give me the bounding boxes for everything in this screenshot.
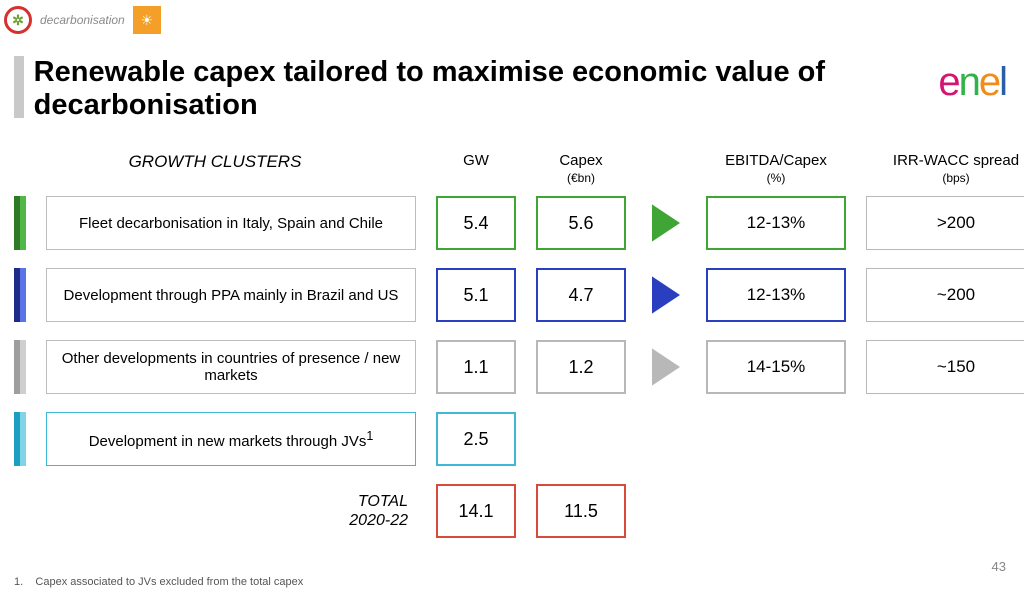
row-label: Development through PPA mainly in Brazil… bbox=[46, 268, 416, 322]
row-stripe bbox=[14, 268, 26, 322]
title-accent-bar bbox=[14, 56, 24, 118]
logo-letter: n bbox=[959, 60, 979, 105]
header-capex-sub: (€bn) bbox=[567, 171, 595, 185]
row-label: Development in new markets through JVs1 bbox=[46, 412, 416, 466]
footnote-num: 1. bbox=[14, 576, 23, 588]
table-row: Other developments in countries of prese… bbox=[14, 340, 1010, 394]
ebitda-value: 12-13% bbox=[706, 268, 846, 322]
total-gw-value: 14.1 bbox=[436, 484, 516, 538]
enel-logo: e n e l bbox=[938, 60, 1006, 105]
header-ebitda-sub: (%) bbox=[767, 171, 786, 185]
arrow-icon bbox=[646, 196, 686, 250]
logo-letter: l bbox=[999, 60, 1006, 105]
header-irr: IRR-WACC spread (bps) bbox=[866, 152, 1024, 186]
table-row-jv: Development in new markets through JVs1 … bbox=[14, 412, 1010, 466]
gw-value: 5.4 bbox=[436, 196, 516, 250]
ebitda-value: 14-15% bbox=[706, 340, 846, 394]
logo-letter: e bbox=[979, 60, 999, 105]
header-irr-label: IRR-WACC spread bbox=[893, 152, 1019, 169]
page-title: Renewable capex tailored to maximise eco… bbox=[34, 56, 1024, 123]
footnote: 1. Capex associated to JVs excluded from… bbox=[14, 576, 303, 588]
decarb-label: decarbonisation bbox=[40, 13, 125, 27]
data-table: GROWTH CLUSTERS GW Capex (€bn) EBITDA/Ca… bbox=[14, 152, 1010, 538]
gw-value: 5.1 bbox=[436, 268, 516, 322]
title-block: Renewable capex tailored to maximise eco… bbox=[14, 56, 1024, 123]
capex-value: 5.6 bbox=[536, 196, 626, 250]
row-label: Other developments in countries of prese… bbox=[46, 340, 416, 394]
gw-value: 2.5 bbox=[436, 412, 516, 466]
header-ebitda-label: EBITDA/Capex bbox=[725, 152, 827, 169]
header-ebitda: EBITDA/Capex (%) bbox=[706, 152, 846, 186]
gw-value: 1.1 bbox=[436, 340, 516, 394]
ebitda-value: 12-13% bbox=[706, 196, 846, 250]
irr-value: ~150 bbox=[866, 340, 1024, 394]
row-stripe bbox=[14, 340, 26, 394]
header-capex-label: Capex bbox=[559, 152, 602, 169]
header-gw: GW bbox=[436, 152, 516, 186]
row-label-text: Development in new markets through JVs bbox=[89, 433, 367, 450]
row-label-sup: 1 bbox=[366, 429, 373, 443]
irr-value: >200 bbox=[866, 196, 1024, 250]
table-row: Development through PPA mainly in Brazil… bbox=[14, 268, 1010, 322]
row-stripe bbox=[14, 196, 26, 250]
irr-value: ~200 bbox=[866, 268, 1024, 322]
arrow-icon bbox=[646, 268, 686, 322]
decarb-icon: ✲ bbox=[4, 6, 32, 34]
header-capex: Capex (€bn) bbox=[536, 152, 626, 186]
footnote-text: Capex associated to JVs excluded from th… bbox=[35, 576, 303, 588]
table-row-total: TOTAL2020-22 14.1 11.5 bbox=[14, 484, 1010, 538]
column-headers: GROWTH CLUSTERS GW Capex (€bn) EBITDA/Ca… bbox=[14, 152, 1010, 186]
logo-letter: e bbox=[938, 60, 958, 105]
row-label: Fleet decarbonisation in Italy, Spain an… bbox=[46, 196, 416, 250]
capex-value: 4.7 bbox=[536, 268, 626, 322]
header-growth: GROWTH CLUSTERS bbox=[14, 152, 416, 186]
page-number: 43 bbox=[992, 559, 1006, 574]
total-label: TOTAL2020-22 bbox=[46, 484, 416, 538]
arrow-icon bbox=[646, 340, 686, 394]
row-stripe bbox=[14, 412, 26, 466]
header-irr-sub: (bps) bbox=[942, 171, 969, 185]
total-capex-value: 11.5 bbox=[536, 484, 626, 538]
table-row: Fleet decarbonisation in Italy, Spain an… bbox=[14, 196, 1010, 250]
sdg-badge-icon: ☀ bbox=[133, 6, 161, 34]
capex-value: 1.2 bbox=[536, 340, 626, 394]
topbar: ✲ decarbonisation ☀ bbox=[4, 6, 161, 34]
